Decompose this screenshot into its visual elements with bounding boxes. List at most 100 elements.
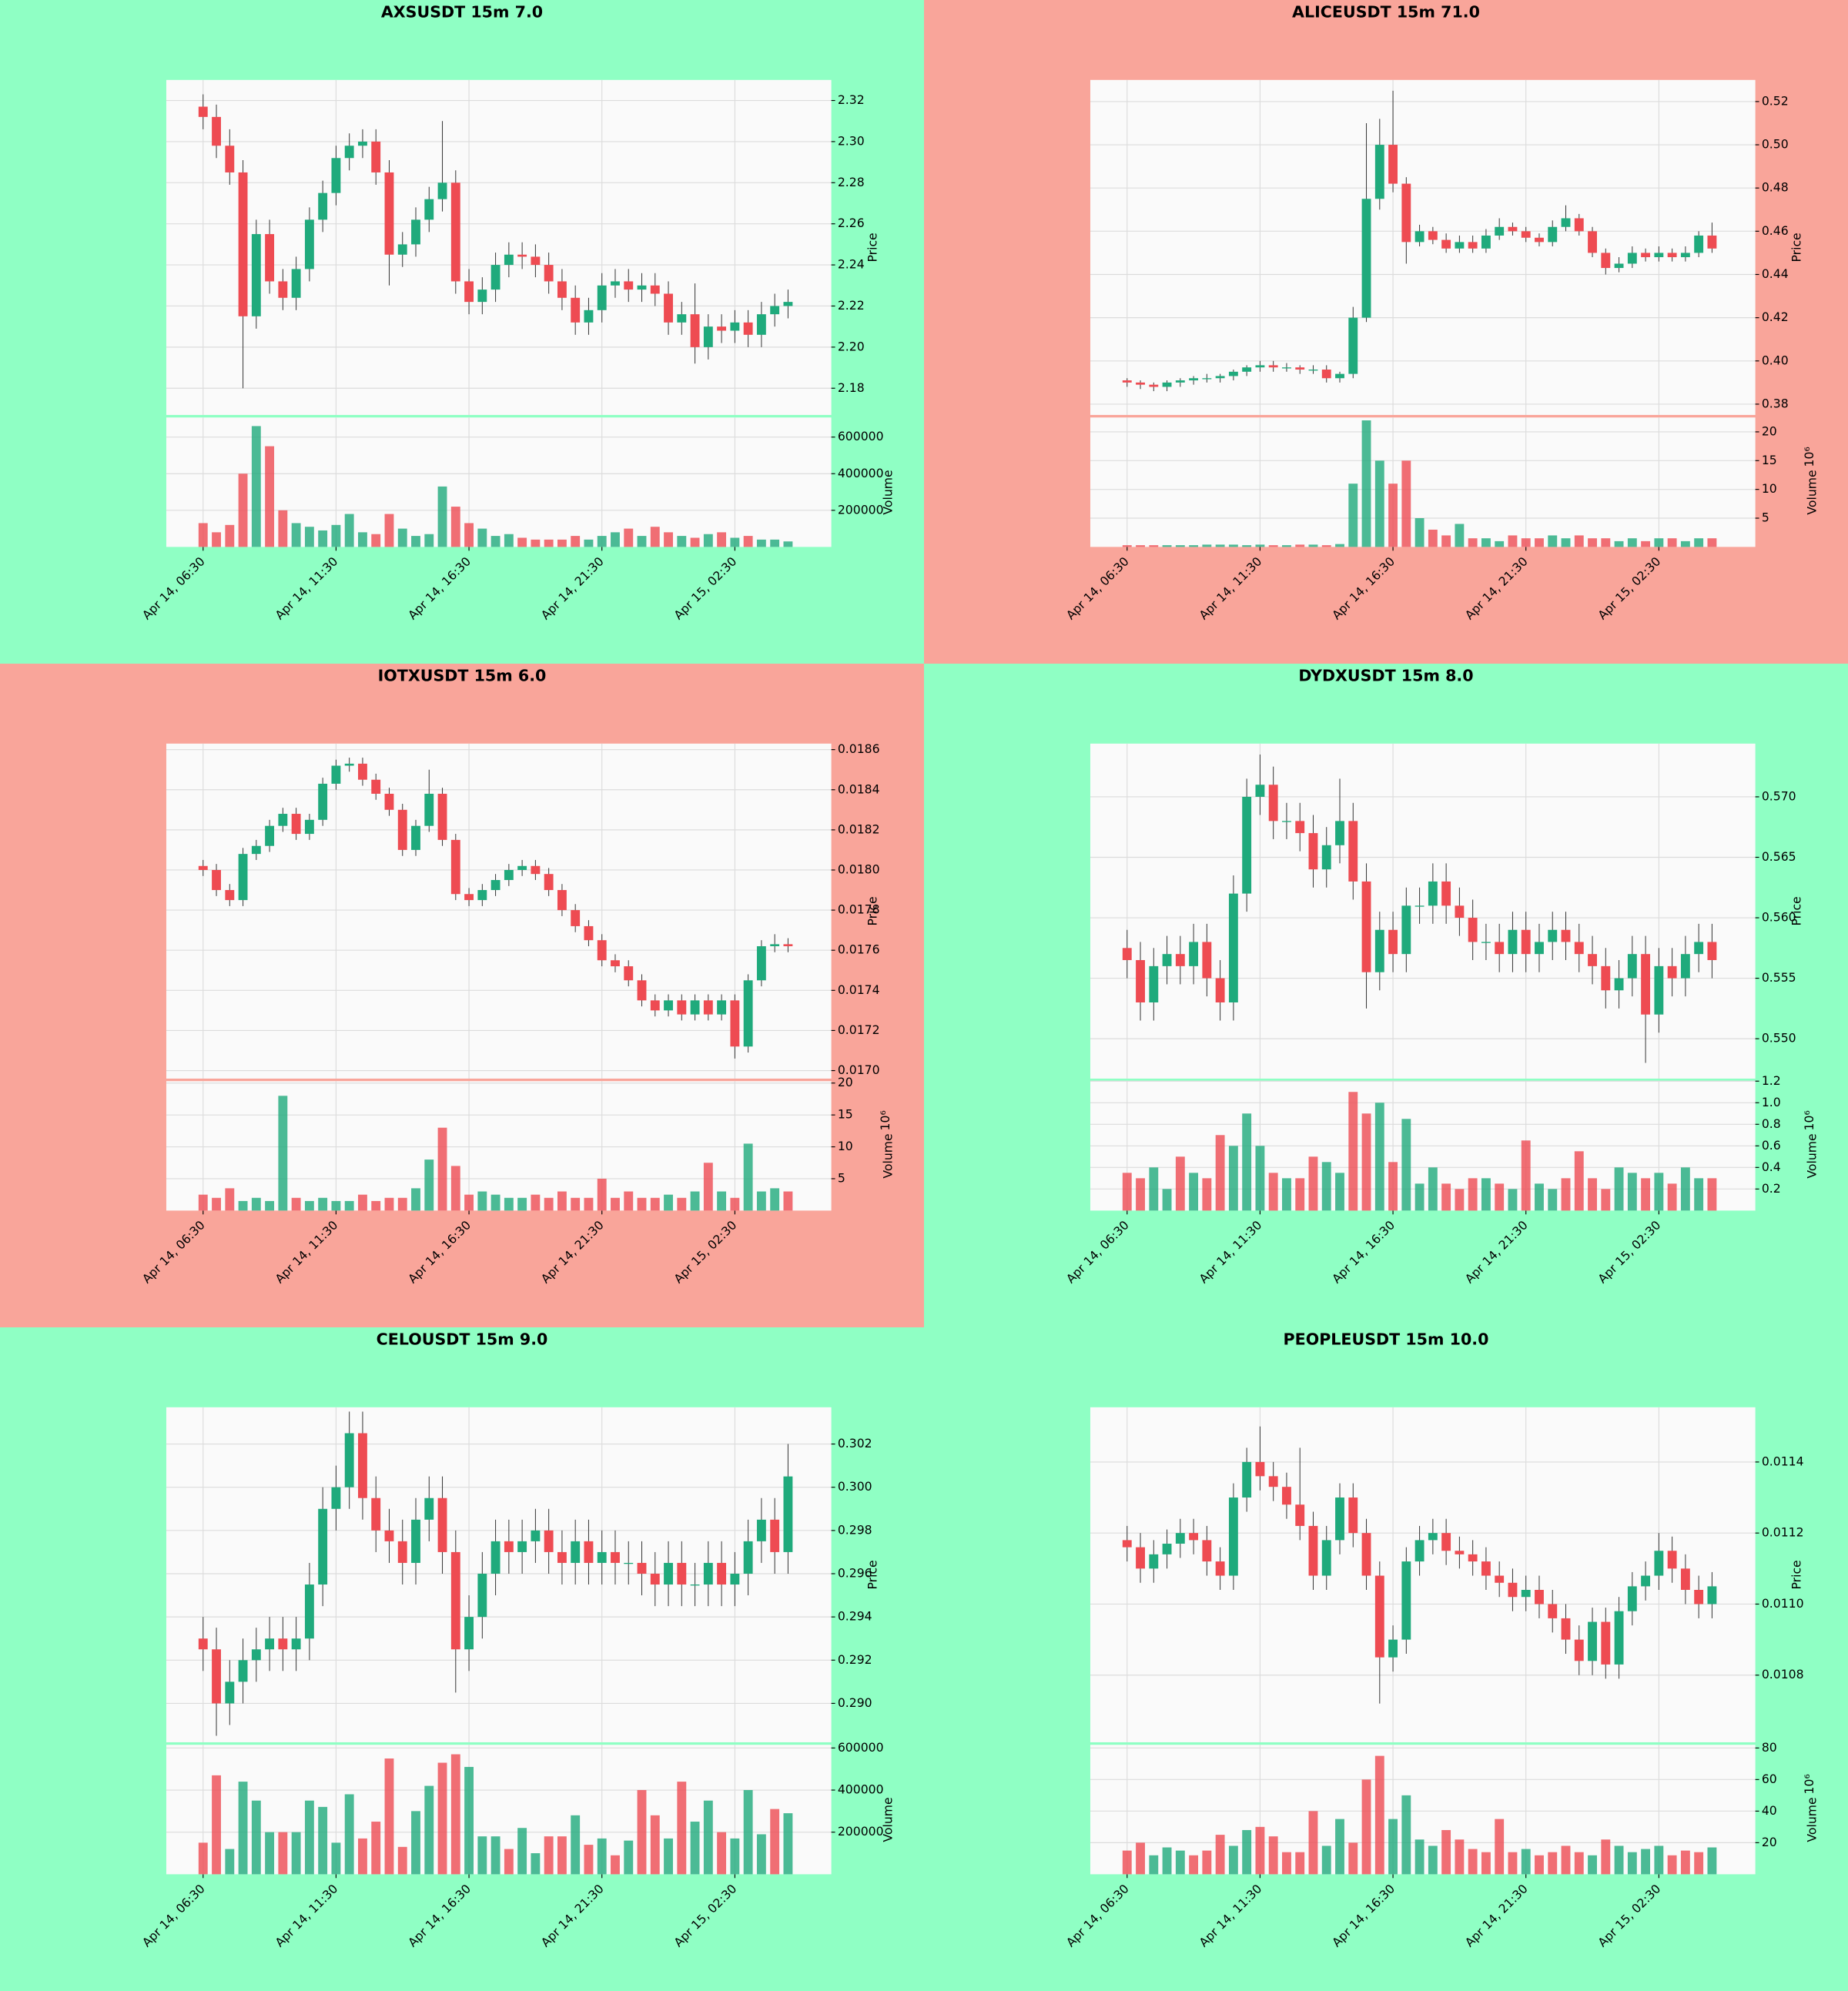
volume-bar (1508, 535, 1518, 547)
candle-body (690, 1584, 700, 1586)
volume-bar (1321, 1845, 1331, 1875)
y-tick-label: 0.42 (1762, 310, 1789, 324)
y-tick-label: 2.18 (838, 380, 865, 395)
chart-panel: DYDXUSDT 15m 8.0 0.550 0.555 0.560 0.565 0.57… (924, 664, 1848, 1327)
candle-body (1149, 1554, 1159, 1569)
volume-bar (1215, 544, 1225, 547)
candle-body (1588, 231, 1597, 253)
candle-body (1667, 253, 1677, 258)
volume-bar (225, 524, 235, 547)
volume-bar (1295, 1852, 1305, 1875)
candle-body (770, 944, 780, 946)
candle-body (1455, 905, 1465, 919)
candle-body (1295, 821, 1305, 834)
volume-tick-label: 20 (1762, 423, 1777, 438)
y-axis-label: Price (1789, 896, 1804, 925)
volume-bar (1641, 540, 1651, 547)
volume-bar (637, 1197, 647, 1211)
volume-bar (1374, 1103, 1384, 1211)
candle-body (756, 945, 766, 981)
candle-body (291, 269, 301, 298)
candle-body (770, 306, 780, 315)
y-tick-label: 0.550 (1762, 1031, 1796, 1046)
volume-bar (1388, 484, 1398, 547)
volume-bar (584, 1845, 594, 1875)
volume-bar (584, 1197, 594, 1211)
chart-title: IOTXUSDT 15m 6.0 (378, 666, 547, 684)
volume-bar (597, 1838, 607, 1875)
candle-body (450, 182, 460, 282)
volume-bar (238, 473, 248, 547)
volume-bar (624, 528, 634, 547)
volume-bar (504, 534, 514, 547)
volume-bar (1521, 538, 1531, 547)
volume-bar (1508, 1189, 1518, 1211)
volume-bar (1574, 535, 1584, 547)
volume-bar (611, 1197, 620, 1211)
volume-bar (1707, 1178, 1717, 1211)
volume-bar (1215, 1135, 1225, 1211)
volume-tick-label: 15 (1762, 453, 1777, 467)
price-plot-area (1090, 1407, 1756, 1742)
candle-body (664, 1000, 673, 1011)
volume-bar (371, 534, 381, 547)
volume-bar (756, 1191, 766, 1211)
volume-bar (1401, 1119, 1411, 1211)
volume-bar (1428, 1167, 1438, 1211)
volume-bar (198, 523, 208, 547)
volume-bar (1654, 1173, 1664, 1211)
volume-bar (450, 507, 460, 547)
x-tick-label: Apr 14, 21:30 (538, 1217, 607, 1286)
volume-bar (1374, 460, 1384, 547)
volume-bar (251, 426, 261, 547)
candle-body (1242, 1461, 1252, 1498)
candle-body (611, 1551, 620, 1563)
volume-bar (783, 1191, 793, 1211)
candle-body (690, 1000, 700, 1015)
volume-bar (358, 1838, 367, 1875)
volume-plot-area (166, 417, 832, 547)
volume-bar (371, 1822, 381, 1875)
volume-bar (397, 1846, 407, 1875)
candle-body (1614, 263, 1624, 269)
volume-bar (1561, 1178, 1571, 1211)
candle-body (437, 182, 447, 199)
candle-body (1268, 365, 1278, 368)
candle-body (358, 763, 367, 780)
volume-bar (1295, 1178, 1305, 1211)
candle-body (1374, 929, 1384, 972)
candle-body (265, 234, 275, 282)
volume-bar (265, 446, 275, 547)
candle-body (1122, 1540, 1132, 1548)
volume-tick-label: 600000 (838, 429, 884, 443)
candle-body (504, 1541, 514, 1552)
candle-body (1508, 226, 1518, 232)
y-tick-label: 2.20 (838, 339, 865, 353)
volume-bar (544, 539, 554, 547)
y-tick-label: 0.302 (838, 1436, 872, 1451)
candle-body (1136, 382, 1145, 385)
volume-bar (384, 1758, 394, 1875)
volume-bar (331, 1842, 341, 1875)
volume-bar (397, 1197, 407, 1211)
candle-body (743, 322, 753, 335)
candle-body (225, 890, 235, 901)
candle-body (490, 1541, 500, 1574)
volume-bar (517, 537, 527, 547)
volume-bar (1481, 538, 1491, 547)
volume-bar (1162, 1847, 1172, 1875)
x-tick-label: Apr 14, 21:30 (538, 1881, 607, 1949)
volume-bar (1255, 544, 1265, 547)
volume-bar (1574, 1151, 1584, 1211)
candle-body (624, 281, 634, 290)
volume-bar (331, 1200, 341, 1211)
candle-body (238, 854, 248, 901)
candle-body (1202, 378, 1212, 380)
candle-body (1361, 1533, 1371, 1576)
candle-body (1574, 218, 1584, 232)
volume-bar (544, 1197, 554, 1211)
candle-body (1122, 948, 1132, 961)
candle-body (1428, 231, 1438, 240)
volume-bar (358, 1194, 367, 1211)
volume-bar (1268, 545, 1278, 547)
